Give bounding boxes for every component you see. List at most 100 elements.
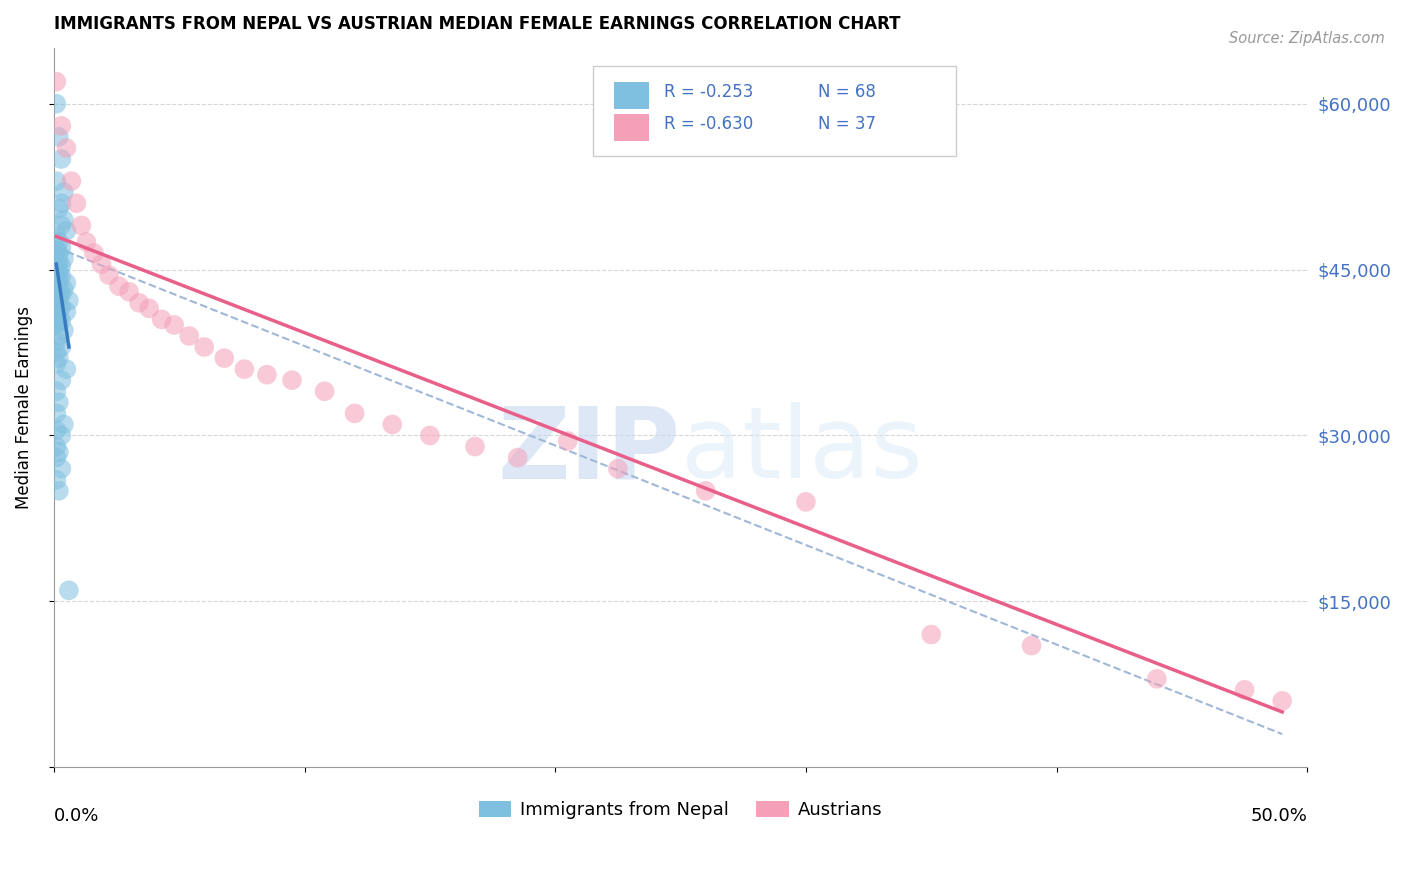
Point (48, 278, 70, 293)
Point (45, 318, 67, 332)
Point (51, 260, 73, 274)
Point (48, 395, 70, 409)
Point (506, 450, 529, 465)
Text: Source: ZipAtlas.com: Source: ZipAtlas.com (1229, 31, 1385, 46)
Text: N = 68: N = 68 (818, 83, 876, 101)
Point (381, 417, 404, 432)
Point (55, 276, 77, 290)
Point (52, 252, 75, 266)
Point (48, 351, 70, 365)
Point (51, 313, 73, 327)
Point (45, 357, 67, 371)
Point (45, 334, 67, 349)
Point (52, 323, 75, 337)
Point (48, 253, 70, 268)
Point (51, 461, 73, 475)
Point (45, 271, 67, 285)
Point (695, 483, 717, 498)
Point (65, 196, 87, 211)
Point (108, 279, 131, 293)
Point (128, 295, 150, 310)
Point (48, 445, 70, 459)
Point (343, 406, 366, 420)
Point (606, 461, 628, 475)
Point (281, 373, 304, 387)
FancyBboxPatch shape (614, 114, 650, 141)
Point (118, 285, 141, 299)
Point (52, 417, 75, 432)
Point (51, 240, 73, 254)
Point (1146, 672, 1168, 686)
Text: R = -0.253: R = -0.253 (664, 83, 754, 101)
Point (51, 119, 73, 133)
Point (45, 309, 67, 323)
Point (314, 384, 336, 399)
Text: atlas: atlas (681, 402, 922, 500)
Point (794, 495, 817, 509)
Point (48, 202, 70, 216)
Point (70, 219, 93, 233)
Point (48, 285, 70, 299)
Point (45, 298, 67, 312)
Point (48, 302, 70, 317)
Point (138, 301, 160, 316)
Point (45, 473, 67, 487)
Point (1021, 639, 1043, 653)
Point (58, 293, 80, 308)
Point (58, 583, 80, 598)
Point (45, 257, 67, 271)
Point (48, 246, 70, 260)
Point (51, 287, 73, 301)
Point (45, 96, 67, 111)
Point (60, 174, 83, 188)
Point (51, 428, 73, 442)
Point (52, 212, 75, 227)
Point (464, 440, 486, 454)
Point (55, 224, 77, 238)
Point (45, 265, 67, 279)
Point (45, 450, 67, 465)
FancyBboxPatch shape (593, 66, 956, 156)
Point (45, 289, 67, 303)
Point (51, 340, 73, 354)
Point (45, 307, 67, 321)
Point (52, 185, 75, 199)
Point (51, 152, 73, 166)
Point (48, 261, 70, 276)
Point (52, 283, 75, 297)
Text: 50.0%: 50.0% (1250, 806, 1308, 825)
Point (90, 257, 112, 271)
Point (51, 373, 73, 387)
Point (48, 483, 70, 498)
Point (51, 219, 73, 233)
Point (419, 428, 441, 442)
Text: R = -0.630: R = -0.630 (664, 115, 754, 133)
Point (45, 406, 67, 420)
Point (83, 246, 105, 260)
Point (51, 196, 73, 211)
Point (48, 291, 70, 305)
Point (98, 268, 121, 282)
Point (48, 311, 70, 326)
Point (55, 141, 77, 155)
Point (193, 340, 215, 354)
Point (45, 262, 67, 277)
Point (45, 295, 67, 310)
Point (45, 243, 67, 257)
Y-axis label: Median Female Earnings: Median Female Earnings (15, 306, 32, 509)
Point (45, 75, 67, 89)
Point (45, 174, 67, 188)
Point (51, 300, 73, 314)
Legend: Immigrants from Nepal, Austrians: Immigrants from Nepal, Austrians (471, 794, 890, 827)
Point (48, 129, 70, 144)
FancyBboxPatch shape (614, 81, 650, 109)
Point (45, 440, 67, 454)
Point (75, 235, 97, 249)
Point (48, 267, 70, 281)
Point (45, 280, 67, 294)
Point (214, 351, 236, 365)
Text: 0.0%: 0.0% (53, 806, 100, 825)
Point (45, 384, 67, 399)
Point (48, 329, 70, 343)
Text: N = 37: N = 37 (818, 115, 876, 133)
